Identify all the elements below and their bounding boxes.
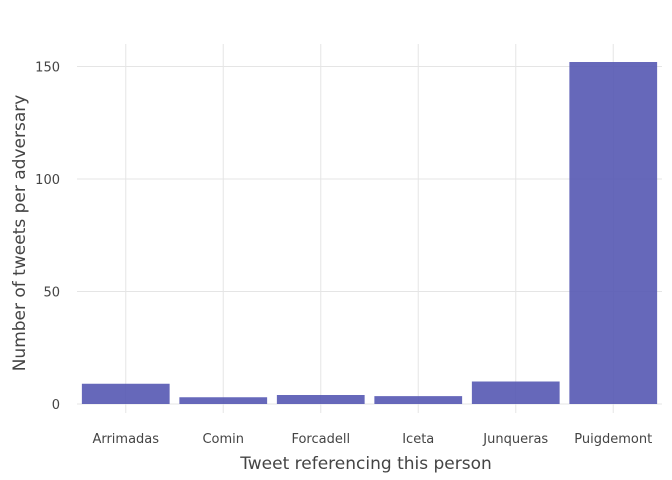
y-tick-label: 150 bbox=[35, 61, 60, 76]
y-tick-label: 50 bbox=[43, 286, 60, 301]
bar-junqueras bbox=[471, 381, 560, 404]
y-tick-label: 100 bbox=[35, 173, 60, 188]
x-axis-title: Tweet referencing this person bbox=[239, 454, 492, 474]
x-tick-label: Junqueras bbox=[482, 432, 548, 447]
bar-comin bbox=[179, 397, 268, 404]
bar-iceta bbox=[374, 396, 463, 404]
x-tick-label: Comin bbox=[202, 432, 244, 447]
bar-forcadell bbox=[276, 395, 365, 404]
tick-layer: 0 50 100 150 Arrimadas Comin Forcadell Iceta Jun… bbox=[35, 61, 652, 448]
x-tick-label: Puigdemont bbox=[574, 432, 652, 447]
bar-arrimadas bbox=[81, 383, 170, 404]
y-axis-title: Number of tweets per adversary bbox=[10, 95, 30, 372]
y-tick-label: 0 bbox=[52, 398, 60, 413]
bar-puigdemont bbox=[569, 62, 658, 404]
bar-layer bbox=[81, 62, 658, 404]
x-tick-label: Arrimadas bbox=[92, 432, 159, 447]
x-tick-label: Iceta bbox=[402, 432, 434, 447]
x-tick-label: Forcadell bbox=[291, 432, 350, 447]
